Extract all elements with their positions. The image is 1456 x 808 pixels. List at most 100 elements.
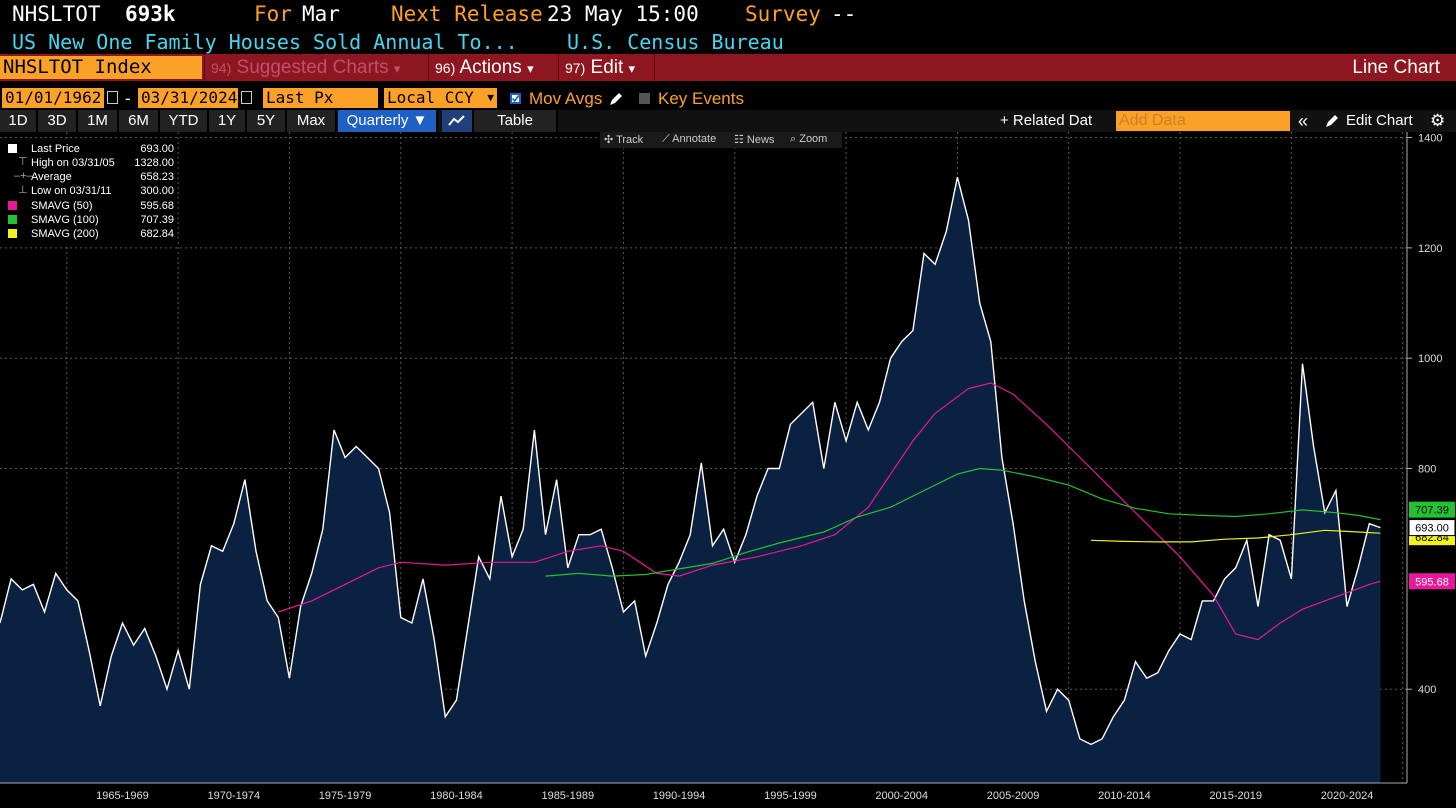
survey-label: Survey [745,2,821,26]
x-tick-label: 1975-1979 [319,790,372,802]
price-tag-label-last: 693.00 [1415,523,1449,535]
tab-max[interactable]: Max [287,110,337,132]
legend-value: 682.84 [140,228,174,240]
news-label: News [746,134,775,146]
chevron-down-icon: ▾ [628,61,636,76]
annotate-tool[interactable]: ⟋ Annotate [662,133,717,145]
chart-area[interactable]: 1400 1200 1000 800 400 1965-1969 1970-1974 1975… [0,132,1456,808]
checkmark-icon [512,95,519,102]
low-marker-icon: ⊥ [18,184,28,196]
calendar-icon[interactable] [107,91,118,104]
x-tick-label: 2020-2024 [1321,790,1374,802]
next-release-value: 23 May 15:00 [547,2,699,26]
price-area [0,177,1381,783]
menu-number: 94) [211,60,232,76]
x-tick-label: 1985-1989 [541,790,594,802]
track-tool[interactable]: ✣ Track [604,134,644,146]
price-tag-last [1408,519,1456,537]
legend-label: Last Price [31,143,80,155]
legend-row: SMAVG (50) 595.68 [4,199,174,213]
chart-glyph [448,115,465,126]
legend-value: 1328.00 [134,157,174,169]
collapse-icon[interactable]: « [1298,111,1309,131]
legend-value: 595.68 [140,200,174,212]
security-description: US New One Family Houses Sold Annual To.… [12,30,518,54]
menu-number: 97) [565,60,586,76]
tab-1m[interactable]: 1M [78,110,119,132]
start-date-field[interactable]: 01/01/1962 [2,88,104,108]
square-icon [8,201,17,210]
edit-pencil-icon[interactable] [1324,113,1340,129]
x-tick-label: 1970-1974 [207,790,260,802]
security-header: NHSLTOT 693k For Mar Next Release 23 May… [0,0,1456,28]
actions-menu[interactable]: 96) Actions ▾ [428,54,556,81]
x-tick-label: 2010-2014 [1098,790,1151,802]
last-value: 693k [125,2,176,26]
high-marker-icon: ⊤ [18,156,28,168]
tab-6m[interactable]: 6M [119,110,160,132]
chevron-down-icon[interactable]: ▼ [484,88,497,108]
for-value: Mar [302,2,340,26]
edit-chart-button[interactable]: Edit Chart [1346,112,1413,129]
edit-menu[interactable]: 97) Edit ▾ [558,54,652,81]
legend-label: High on 03/31/05 [31,157,115,169]
period-tabs: 1D 3D 1M 6M YTD 1Y 5Y Max Quarterly ▼ Ta… [0,110,1456,132]
legend-row: Last Price 693.00 [4,142,174,156]
chart-type-label: Line Chart [1352,57,1440,78]
legend-row: SMAVG (200) 682.84 [4,227,174,241]
table-button[interactable]: Table [474,110,558,132]
tab-1d[interactable]: 1D [0,110,38,132]
tab-5y[interactable]: 5Y [247,110,287,132]
sma200-line [1090,529,1381,543]
mov-avgs-label: Mov Avgs [529,89,603,108]
legend-row: ⊥ Low on 03/31/11 300.00 [4,184,174,198]
gear-icon[interactable]: ⚙ [1430,111,1446,130]
currency-selector[interactable]: Local CCY [384,88,484,108]
menu-number: 96) [435,60,456,76]
pencil-icon[interactable] [608,91,624,107]
legend-label: Average [31,171,72,183]
x-tick-label: 1965-1969 [96,790,149,802]
mov-avgs-checkbox[interactable] [510,93,521,104]
security-input[interactable]: NHSLTOT Index [0,56,202,79]
x-tick-label: 2005-2009 [987,790,1040,802]
x-tick-label: 1995-1999 [764,790,817,802]
security-description-row: US New One Family Houses Sold Annual To.… [0,28,1456,54]
calendar-icon[interactable] [241,91,252,104]
related-data-button[interactable]: + Related Dat [1000,112,1093,129]
chevron-down-icon: ▾ [393,61,401,76]
legend-row: ⊤ High on 03/31/05 1328.00 [4,156,174,170]
square-icon [8,229,17,238]
for-label: For [254,2,292,26]
legend-label: SMAVG (200) [31,228,99,240]
end-date-field[interactable]: 03/31/2024 [138,88,238,108]
suggested-charts-menu[interactable]: 94) Suggested Charts ▾ [204,54,426,81]
news-tool[interactable]: ☷ News [734,134,775,146]
next-release-label: Next Release [391,2,543,26]
menu-divider [654,54,655,81]
legend-row: SMAVG (100) 707.39 [4,213,174,227]
add-data-input[interactable]: Add Data [1116,111,1290,131]
field-selector[interactable]: Last Px [263,88,378,108]
chart-toolbar: ✣ Track ⟋ Annotate ☷ News ⌕ Zoom [600,132,842,148]
menu-label: Actions [459,57,522,78]
square-icon [8,144,17,153]
x-tick-label: 1980-1984 [430,790,483,802]
chevron-down-icon: ▾ [527,61,534,76]
date-separator: - [125,89,131,108]
line-chart-icon[interactable] [442,110,474,132]
tab-1y[interactable]: 1Y [209,110,247,132]
tab-ytd[interactable]: YTD [160,110,209,132]
price-tag-label-sma100: 707.39 [1415,505,1449,517]
sma100-line [545,467,1381,577]
x-tick-label: 1990-1994 [653,790,706,802]
menu-bar: NHSLTOT Index 94) Suggested Charts ▾ 96)… [0,54,1456,81]
legend-label: SMAVG (100) [31,214,99,226]
chart-legend: Last Price 693.00 ⊤ High on 03/31/05 132… [4,140,176,244]
legend-value: 693.00 [140,143,174,155]
zoom-tool[interactable]: ⌕ Zoom [790,133,828,145]
price-line [0,177,1381,746]
key-events-checkbox[interactable] [639,93,650,104]
tab-3d[interactable]: 3D [38,110,78,132]
frequency-selector[interactable]: Quarterly ▼ [338,110,438,132]
